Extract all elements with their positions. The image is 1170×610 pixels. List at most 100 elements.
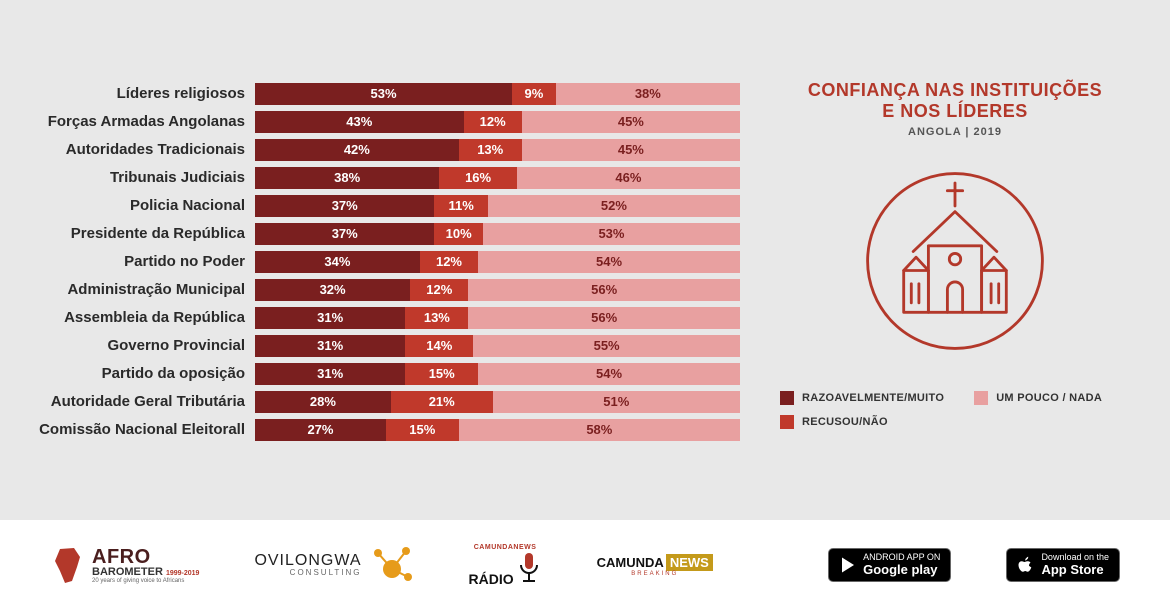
legend-swatch (780, 391, 794, 405)
bar-segment-refused: 12% (464, 111, 522, 133)
bar-segment-low: 45% (522, 111, 740, 133)
bar-label: Forças Armadas Angolanas (20, 113, 255, 130)
bar-segment-low: 46% (517, 167, 740, 189)
chart-title-line1: CONFIANÇA NAS INSTITUIÇÕES (808, 80, 1102, 101)
africa-map-icon (50, 545, 84, 585)
google-big: Google play (863, 563, 940, 577)
bar-segment-high: 43% (255, 111, 464, 133)
afro-line2: BAROMETER (92, 566, 163, 578)
bar-segment-refused: 15% (405, 363, 478, 385)
bar-segment-high: 53% (255, 83, 512, 105)
bar-label: Policia Nacional (20, 197, 255, 214)
google-play-icon (839, 556, 857, 574)
bar-row: Partido da oposição31%15%54% (20, 360, 740, 387)
bar-segment-high: 37% (255, 195, 434, 217)
bar-segment-low: 56% (468, 279, 740, 301)
bar-row: Policia Nacional37%11%52% (20, 192, 740, 219)
bar-row: Autoridade Geral Tributária28%21%51% (20, 388, 740, 415)
logo-ovilongwa: OVILONGWA CONSULTING (254, 543, 413, 587)
radio-top: CAMUNDANEWS (474, 544, 537, 551)
bar-segment-refused: 13% (405, 307, 468, 329)
camunda-a: CAMUNDA (597, 555, 664, 570)
bar-chart: Líderes religiosos53%9%38%Forças Armadas… (0, 50, 760, 490)
bar-segment-refused: 14% (405, 335, 473, 357)
sidebar-panel: CONFIANÇA NAS INSTITUIÇÕES E NOS LÍDERES… (760, 50, 1170, 490)
legend-label: UM POUCO / NADA (996, 392, 1102, 404)
bar-track: 37%10%53% (255, 223, 740, 245)
apple-big: App Store (1041, 563, 1109, 577)
google-play-badge[interactable]: ANDROID APP ONGoogle play (828, 548, 951, 582)
bar-segment-low: 38% (556, 83, 740, 105)
bar-segment-high: 37% (255, 223, 434, 245)
bar-label: Governo Provincial (20, 337, 255, 354)
chart-title-block: CONFIANÇA NAS INSTITUIÇÕES E NOS LÍDERES… (808, 80, 1102, 138)
radio-name: RÁDIO (469, 571, 514, 587)
bar-label: Autoridades Tradicionais (20, 141, 255, 158)
chart-title-line2: E NOS LÍDERES (808, 101, 1102, 122)
legend-item: UM POUCO / NADA (974, 391, 1102, 405)
bar-label: Partido da oposição (20, 365, 255, 382)
bar-label: Assembleia da República (20, 309, 255, 326)
bar-track: 34%12%54% (255, 251, 740, 273)
bar-segment-low: 54% (478, 251, 740, 273)
bar-track: 32%12%56% (255, 279, 740, 301)
bar-label: Presidente da República (20, 225, 255, 242)
bar-segment-low: 58% (459, 419, 740, 441)
bar-row: Líderes religiosos53%9%38% (20, 80, 740, 107)
camunda-b: NEWS (666, 554, 713, 571)
bar-segment-high: 38% (255, 167, 439, 189)
bar-track: 37%11%52% (255, 195, 740, 217)
bar-segment-high: 31% (255, 307, 405, 329)
bar-row: Assembleia da República31%13%56% (20, 304, 740, 331)
bar-label: Tribunais Judiciais (20, 169, 255, 186)
bar-label: Líderes religiosos (20, 85, 255, 102)
app-store-badge[interactable]: Download on theApp Store (1006, 548, 1120, 582)
bar-segment-refused: 12% (420, 251, 478, 273)
bar-track: 31%13%56% (255, 307, 740, 329)
bar-row: Forças Armadas Angolanas43%12%45% (20, 108, 740, 135)
bar-segment-high: 32% (255, 279, 410, 301)
footer-bar: AFRO BAROMETER 1999-2019 20 years of giv… (0, 520, 1170, 610)
bar-track: 53%9%38% (255, 83, 740, 105)
bar-track: 31%15%54% (255, 363, 740, 385)
camunda-tag: BREAKING (631, 571, 678, 577)
bar-segment-refused: 10% (434, 223, 483, 245)
bar-track: 27%15%58% (255, 419, 740, 441)
bar-segment-low: 55% (473, 335, 740, 357)
afro-years: 1999-2019 (166, 570, 199, 577)
bar-segment-refused: 12% (410, 279, 468, 301)
bar-label: Comissão Nacional Eleitorall (20, 421, 255, 438)
legend-swatch (974, 391, 988, 405)
bar-segment-refused: 21% (391, 391, 493, 413)
legend-swatch (780, 415, 794, 429)
bar-row: Governo Provincial31%14%55% (20, 332, 740, 359)
bar-segment-refused: 13% (459, 139, 522, 161)
bar-label: Partido no Poder (20, 253, 255, 270)
main-content: Líderes religiosos53%9%38%Forças Armadas… (0, 50, 1170, 490)
bar-segment-high: 31% (255, 335, 405, 357)
bar-segment-high: 34% (255, 251, 420, 273)
bar-segment-low: 52% (488, 195, 740, 217)
afro-tagline: 20 years of giving voice to Africans (92, 578, 199, 584)
bar-segment-high: 42% (255, 139, 459, 161)
microphone-icon (516, 551, 542, 587)
ovilongwa-sub: CONSULTING (254, 569, 361, 577)
bar-segment-low: 56% (468, 307, 740, 329)
legend-label: RECUSOU/NÃO (802, 416, 888, 428)
legend-item: RECUSOU/NÃO (780, 415, 888, 429)
bar-segment-low: 45% (522, 139, 740, 161)
church-icon (860, 166, 1050, 356)
bar-segment-high: 31% (255, 363, 405, 385)
bar-track: 38%16%46% (255, 167, 740, 189)
bar-segment-refused: 15% (386, 419, 459, 441)
bar-row: Comissão Nacional Eleitorall27%15%58% (20, 416, 740, 443)
logo-radio: CAMUNDANEWS RÁDIO (469, 544, 542, 587)
bar-segment-low: 53% (483, 223, 740, 245)
bar-segment-high: 28% (255, 391, 391, 413)
bar-row: Tribunais Judiciais38%16%46% (20, 164, 740, 191)
bar-segment-low: 54% (478, 363, 740, 385)
bar-track: 31%14%55% (255, 335, 740, 357)
bar-track: 43%12%45% (255, 111, 740, 133)
bar-row: Presidente da República37%10%53% (20, 220, 740, 247)
bar-row: Autoridades Tradicionais42%13%45% (20, 136, 740, 163)
